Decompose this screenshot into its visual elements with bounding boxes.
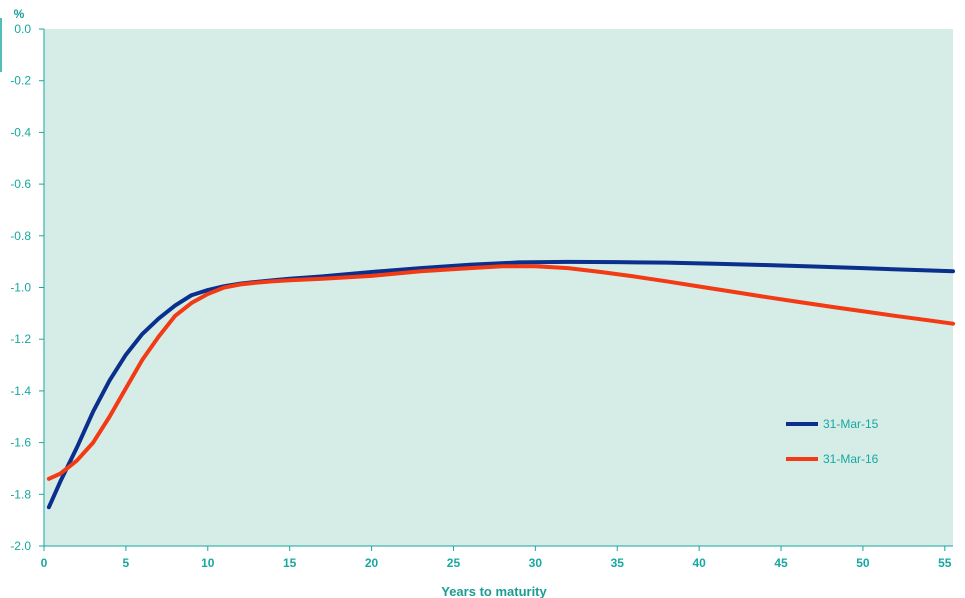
x-tick-label: 50 (856, 556, 870, 570)
x-axis-label: Years to maturity (441, 584, 547, 598)
x-tick-label: 15 (283, 556, 297, 570)
x-tick-label: 5 (123, 556, 130, 570)
y-tick-label: -1.4 (10, 384, 31, 398)
x-tick-label: 45 (774, 556, 788, 570)
x-tick-label: 20 (365, 556, 379, 570)
x-tick-label: 0 (41, 556, 48, 570)
x-tick-label: 40 (692, 556, 706, 570)
x-tick-label: 55 (938, 556, 952, 570)
plot-area (44, 29, 953, 546)
y-tick-label: -2.0 (10, 539, 31, 553)
series-line-2 (46, 264, 955, 481)
x-tick-label: 25 (447, 556, 461, 570)
x-tick-label: 35 (611, 556, 625, 570)
x-tick-label: 10 (201, 556, 215, 570)
y-tick-label: -1.6 (10, 436, 31, 450)
x-tick-label: 30 (529, 556, 543, 570)
y-axis-label: % (14, 7, 25, 21)
y-tick-label: -1.8 (10, 487, 31, 501)
y-tick-label: -0.6 (10, 177, 31, 191)
y-tick-label: 0.0 (14, 22, 31, 36)
y-tick-label: -0.8 (10, 229, 31, 243)
y-tick-label: -1.0 (10, 281, 31, 295)
y-tick-label: -0.4 (10, 125, 31, 139)
legend-label-1: 31-Mar-15 (823, 417, 879, 431)
legend-label-2: 31-Mar-16 (823, 452, 879, 466)
y-tick-label: -0.2 (10, 74, 31, 88)
y-tick-label: -1.2 (10, 332, 31, 346)
